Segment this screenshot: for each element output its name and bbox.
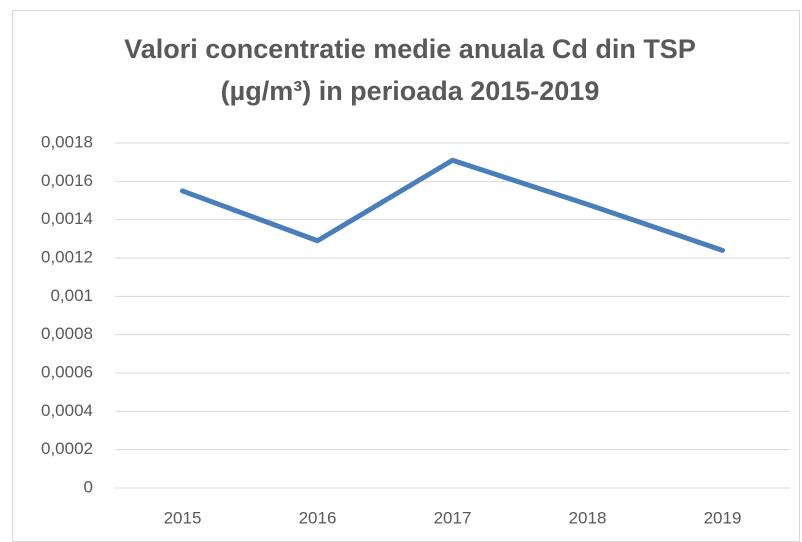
y-tick-label: 0 (84, 477, 93, 496)
y-tick-label: 0,0016 (41, 171, 93, 190)
x-tick-label: 2019 (704, 508, 742, 527)
x-tick-label: 2018 (569, 508, 607, 527)
y-tick-label: 0,0004 (41, 401, 93, 420)
line-series (180, 157, 725, 253)
y-tick-label: 0,0002 (41, 439, 93, 458)
chart-title: Valori concentratie medie anuala Cd din … (124, 34, 696, 106)
x-tick-label: 2015 (164, 508, 202, 527)
y-tick-label: 0,001 (50, 286, 93, 305)
y-tick-label: 0,0008 (41, 324, 93, 343)
x-tick-label: 2017 (434, 508, 472, 527)
y-tick-label: 0,0018 (41, 132, 93, 151)
y-tick-label: 0,0012 (41, 247, 93, 266)
y-tick-label: 0,0014 (41, 209, 93, 228)
y-tick-label: 0,0006 (41, 362, 93, 381)
x-tick-label: 2016 (299, 508, 337, 527)
